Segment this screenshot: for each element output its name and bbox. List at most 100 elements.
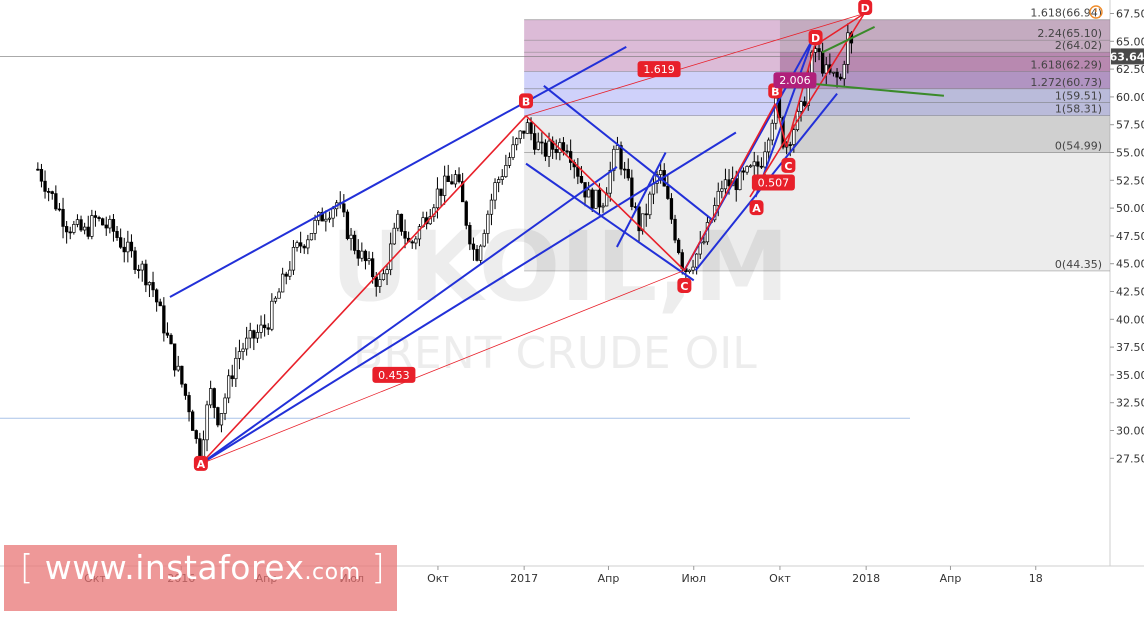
pattern-line-thin xyxy=(200,270,685,465)
candle-body xyxy=(522,130,526,134)
y-tick-label: 65.00 xyxy=(1116,35,1144,48)
candle-body xyxy=(759,165,764,168)
candle-body xyxy=(100,218,105,226)
candle-body xyxy=(50,191,54,194)
candle-body xyxy=(183,383,188,396)
candle-body xyxy=(162,305,166,334)
candle-body xyxy=(410,241,414,244)
candle-body xyxy=(57,208,62,211)
candle-body xyxy=(594,189,598,209)
point-label: C xyxy=(784,160,792,173)
candle-body xyxy=(817,48,821,53)
candle-body xyxy=(565,150,569,153)
y-tick-label: 37.50 xyxy=(1116,341,1144,354)
candle-body xyxy=(756,161,760,167)
candle-body xyxy=(216,407,220,426)
candle-body xyxy=(360,250,364,259)
candle-body xyxy=(554,148,558,153)
instaforex-logo: [ www.instaforex.com ] xyxy=(20,548,385,588)
candle-body xyxy=(702,241,706,244)
candle-body xyxy=(118,237,123,248)
candle-body xyxy=(86,226,90,237)
y-tick-label: 45.00 xyxy=(1116,258,1144,271)
candle-body xyxy=(230,375,234,380)
ratio-label: 2.006 xyxy=(779,74,811,87)
ratio-label-bg xyxy=(773,72,817,89)
candle-body xyxy=(259,324,263,333)
candle-body xyxy=(478,245,483,261)
candle-body xyxy=(468,225,472,245)
candle-body xyxy=(507,157,512,166)
candle-body xyxy=(54,193,58,210)
candle-body xyxy=(658,170,663,175)
candle-body xyxy=(579,175,584,183)
candle-body xyxy=(435,188,440,209)
watermark-name: BRENT CRUDE OIL xyxy=(353,328,757,379)
candle-body xyxy=(169,334,173,345)
point-label: D xyxy=(811,32,820,45)
x-tick-label: 18 xyxy=(1029,572,1043,585)
candle-body xyxy=(39,169,44,182)
pattern-line xyxy=(200,115,527,465)
candle-body xyxy=(626,168,630,179)
candle-body xyxy=(144,263,148,286)
candle-body xyxy=(93,215,98,218)
candle-body xyxy=(529,122,533,134)
fib-zone-purple xyxy=(524,19,1110,72)
candle-body xyxy=(97,217,101,220)
candle-body xyxy=(61,208,65,227)
candle-body xyxy=(133,250,137,270)
candle-body xyxy=(201,439,206,459)
candle-body xyxy=(723,179,728,190)
candle-body xyxy=(295,242,299,248)
candle-body xyxy=(540,141,544,144)
candle-body xyxy=(187,395,191,413)
candle-body xyxy=(486,213,490,234)
candle-body xyxy=(385,269,389,275)
candle-body xyxy=(136,269,141,271)
pattern-line xyxy=(814,12,865,47)
candle-body xyxy=(460,181,465,203)
y-tick-label: 35.00 xyxy=(1116,369,1144,382)
fib-zone-blue xyxy=(524,71,1110,116)
candle-body xyxy=(450,181,454,185)
candle-body xyxy=(190,411,195,431)
candle-body xyxy=(248,330,252,339)
y-tick-label: 62.50 xyxy=(1116,63,1144,76)
candle-body xyxy=(64,226,69,233)
candle-body xyxy=(126,241,130,253)
candle-body xyxy=(154,289,159,303)
y-tick-label: 32.50 xyxy=(1116,397,1144,410)
candle-body xyxy=(43,180,47,192)
candle-body xyxy=(277,291,281,299)
candle-body xyxy=(75,219,80,225)
point-label-bg xyxy=(781,157,796,173)
candle-body xyxy=(561,142,566,152)
pattern-line xyxy=(749,13,865,198)
candle-body xyxy=(525,122,530,134)
point-label: A xyxy=(752,202,761,215)
candle-body xyxy=(342,203,346,213)
candle-body xyxy=(140,263,144,271)
candle-body xyxy=(226,375,231,399)
candle-body xyxy=(676,239,681,253)
candle-body xyxy=(752,161,756,167)
green-line xyxy=(821,25,876,54)
candle-body xyxy=(108,219,112,229)
logo-background xyxy=(4,545,397,611)
candle-body xyxy=(680,252,684,269)
candle-body xyxy=(68,231,72,234)
candle-body xyxy=(345,211,350,239)
watermark-symbol: UKOIL,M xyxy=(331,211,790,323)
candle-body xyxy=(417,226,422,240)
fib-level-label: 1(58.31) xyxy=(1055,103,1102,116)
candle-body xyxy=(604,192,609,207)
candle-body xyxy=(590,189,594,209)
candle-body xyxy=(514,138,519,146)
y-tick-label: 40.00 xyxy=(1116,313,1144,326)
candle-body xyxy=(352,234,357,251)
point-label-bg xyxy=(677,277,692,293)
point-label-bg xyxy=(193,455,208,471)
